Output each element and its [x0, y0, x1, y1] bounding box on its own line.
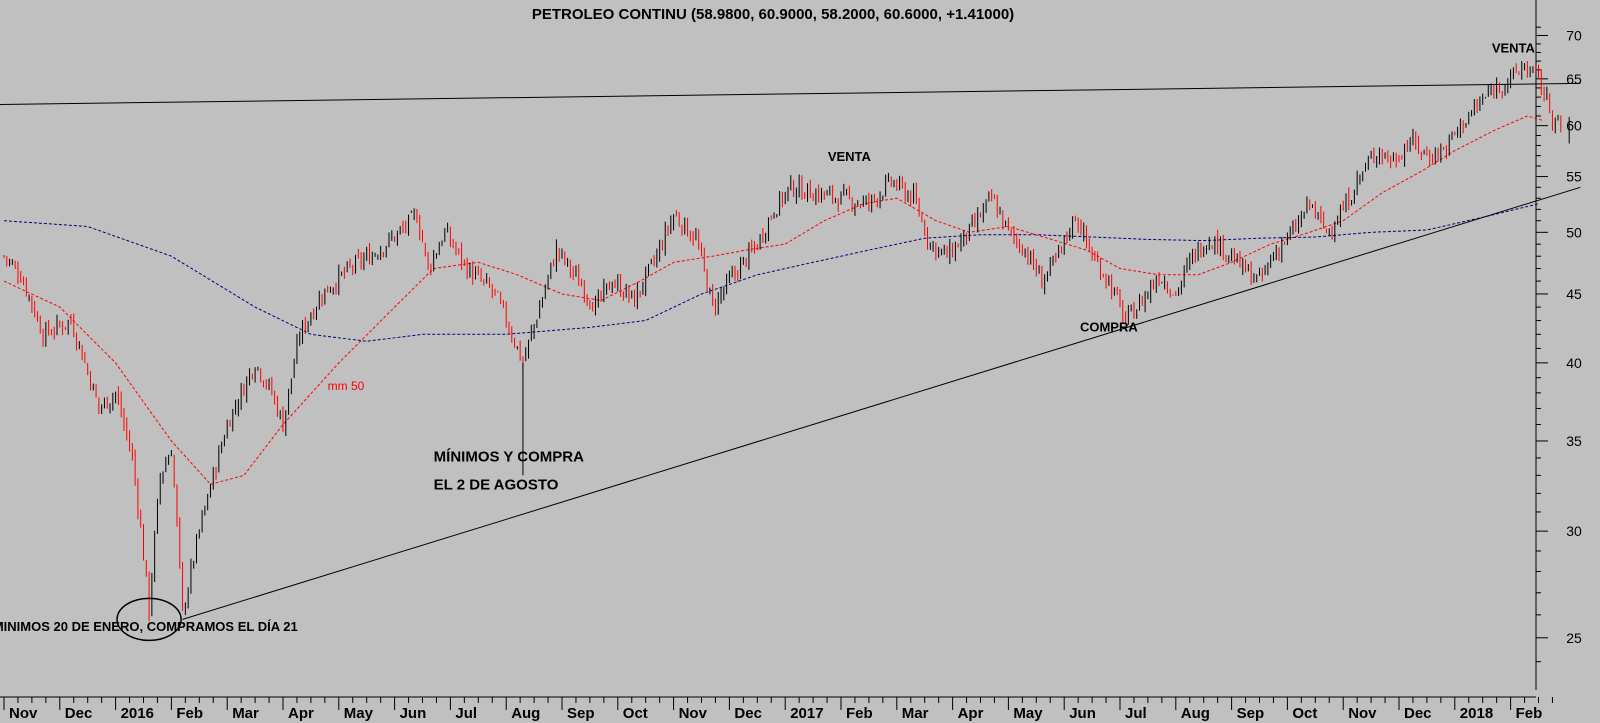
- x-tick-label: 2018: [1460, 705, 1493, 722]
- x-tick-label: Sep: [1237, 705, 1265, 722]
- mm200-line: [3, 203, 1539, 342]
- y-tick-label: 25: [1566, 630, 1582, 646]
- markers: [116, 362, 524, 642]
- trend-lines: [0, 82, 1581, 620]
- y-tick-label: 45: [1566, 286, 1582, 302]
- x-tick-label: Jul: [1125, 705, 1147, 722]
- x-tick-label: Dec: [1404, 705, 1432, 722]
- x-tick-label: 2016: [121, 705, 154, 722]
- annotation-label: VENTA: [1492, 40, 1536, 55]
- x-tick-label: Apr: [288, 705, 314, 722]
- x-tick-label: Feb: [1516, 705, 1543, 722]
- x-tick-label: Feb: [846, 705, 873, 722]
- y-tick-label: 30: [1566, 523, 1582, 539]
- annotation-label: COMPRA: [1080, 320, 1138, 335]
- x-tick-label: Dec: [734, 705, 762, 722]
- x-tick-label: Aug: [1181, 705, 1210, 722]
- y-tick-label: 35: [1566, 433, 1582, 449]
- y-tick-label: 60: [1566, 118, 1582, 134]
- x-tick-label: Mar: [902, 705, 929, 722]
- annotations: VENTA VENTA COMPRA mm 50 MÍNIMOS Y COMPRA EL …: [0, 40, 1536, 633]
- x-tick-label: Nov: [679, 705, 708, 722]
- y-tick-label: 55: [1566, 169, 1582, 185]
- annotation-label: MÍNIMOS Y COMPRA: [434, 448, 584, 465]
- annotation-label: mm 50: [328, 379, 365, 393]
- x-tick-label: Jun: [400, 705, 427, 722]
- trend-line-support: [182, 186, 1581, 620]
- chart-title: PETROLEO CONTINU (58.9800, 60.9000, 58.2…: [532, 6, 1014, 23]
- x-tick-label: Nov: [9, 705, 38, 722]
- mm50-series: [3, 115, 1545, 485]
- trend-line-resistance: [0, 82, 1581, 105]
- low-circle-marker: [116, 597, 182, 642]
- annotation-label: VENTA: [828, 149, 872, 164]
- annotation-label: MINIMOS 20 DE ENERO, COMPRAMOS EL DÍA 21: [0, 619, 298, 634]
- y-tick-label: 50: [1566, 224, 1582, 240]
- y-tick-label: 70: [1566, 27, 1582, 43]
- mm200-series: [3, 203, 1539, 342]
- x-tick-label: Jun: [1069, 705, 1096, 722]
- mm50-line: [3, 115, 1545, 485]
- x-tick-label: May: [1013, 705, 1043, 722]
- x-tick-label: Oct: [1292, 705, 1317, 722]
- x-tick-label: Aug: [511, 705, 540, 722]
- x-tick-label: Oct: [623, 705, 648, 722]
- x-axis: Nov Dec 2016 Feb Mar Apr May Jun Jul Aug Sep Oct Nov…: [0, 696, 1553, 722]
- x-tick-label: Nov: [1348, 705, 1377, 722]
- x-tick-label: Feb: [176, 705, 203, 722]
- candlestick-series: [3, 61, 1570, 622]
- x-tick-label: 2017: [790, 705, 823, 722]
- x-tick-label: Mar: [232, 705, 259, 722]
- annotation-label: EL 2 DE AGOSTO: [434, 477, 559, 494]
- y-tick-label: 65: [1566, 71, 1582, 87]
- y-tick-label: 40: [1566, 355, 1582, 371]
- x-tick-label: Sep: [567, 705, 595, 722]
- y-axis: 25 30 35 40 45 50 55 60 65 70: [1535, 0, 1582, 690]
- x-tick-label: Apr: [958, 705, 984, 722]
- x-tick-label: Dec: [65, 705, 93, 722]
- x-tick-label: May: [344, 705, 374, 722]
- x-tick-label: Jul: [455, 705, 477, 722]
